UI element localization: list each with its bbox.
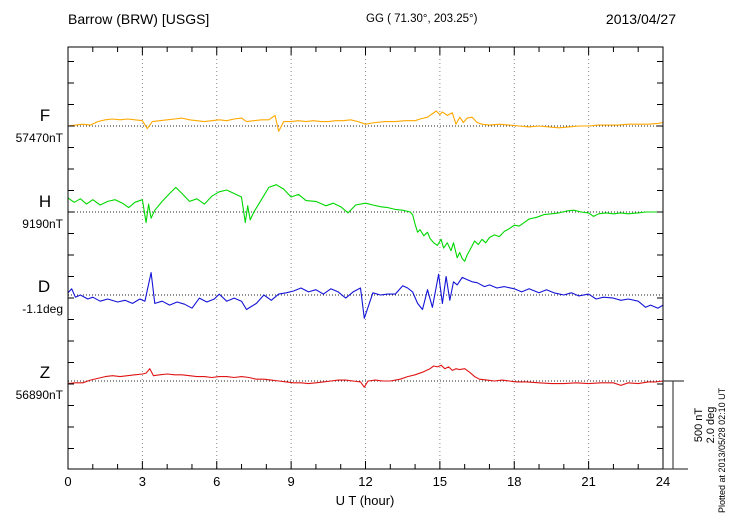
- trace-Z: [67, 364, 664, 388]
- station-title: Barrow (BRW) [USGS]: [68, 11, 209, 27]
- x-tick-label-9: 9: [288, 474, 295, 489]
- scale-bracket: [663, 380, 688, 470]
- plot-frame: [67, 46, 664, 470]
- geographic-coordinates: GG ( 71.30°, 203.25°): [366, 13, 478, 25]
- trace-D: [67, 272, 664, 319]
- x-tick-label-24: 24: [656, 474, 670, 489]
- trace-label-H: H: [39, 192, 51, 211]
- trace-label-F: F: [40, 106, 50, 125]
- scale-label-nt: 500 nT: [693, 408, 705, 443]
- baselines-layer: [68, 125, 663, 382]
- trace-label-D: D: [38, 277, 50, 296]
- plotted-at-note: Plotted at 2013/05/28 02:10 UT: [717, 387, 727, 513]
- x-tick-label-3: 3: [139, 474, 146, 489]
- gridlines-layer: [141, 47, 590, 469]
- trace-H: [67, 184, 664, 262]
- trace-baseline-value-H: 9190nT: [22, 217, 63, 231]
- scale-label-deg: 2.0 deg: [705, 407, 717, 444]
- trace-label-Z: Z: [40, 363, 50, 382]
- traces-layer: [67, 110, 664, 388]
- x-tick-label-21: 21: [581, 474, 595, 489]
- plot-date: 2013/04/27: [606, 11, 676, 27]
- trace-baseline-value-F: 57470nT: [16, 131, 64, 145]
- ticks-layer: [67, 47, 664, 469]
- x-tick-label-0: 0: [64, 474, 71, 489]
- x-tick-label-18: 18: [507, 474, 521, 489]
- trace-baseline-value-Z: 56890nT: [16, 388, 64, 402]
- x-tick-label-15: 15: [433, 474, 447, 489]
- x-tick-label-12: 12: [358, 474, 372, 489]
- x-tick-labels-layer: 0 3 6 9 12 15 18 21 24: [64, 474, 670, 489]
- trace-baseline-value-D: -1.1deg: [22, 302, 63, 316]
- x-tick-label-6: 6: [213, 474, 220, 489]
- x-axis-title: U T (hour): [336, 493, 395, 508]
- trace-F: [67, 110, 664, 132]
